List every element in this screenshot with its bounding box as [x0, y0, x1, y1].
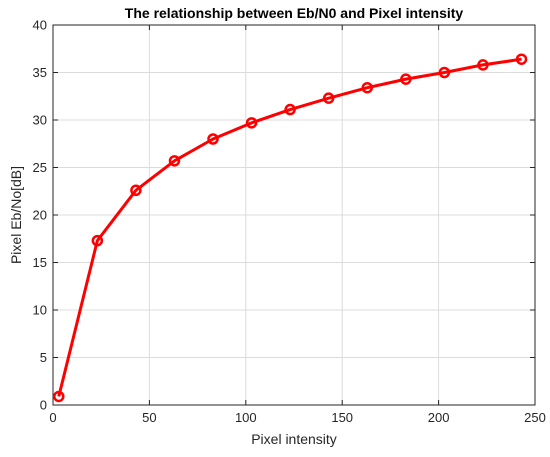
x-axis-label: Pixel intensity — [251, 431, 337, 447]
y-tick-label: 40 — [33, 18, 47, 33]
x-tick-label: 250 — [524, 410, 546, 425]
data-point — [438, 66, 451, 79]
data-point — [130, 184, 142, 197]
y-axis-label: Pixel Eb/No[dB] — [8, 166, 24, 264]
data-point — [245, 117, 258, 129]
y-tick-label: 10 — [33, 303, 47, 318]
grid — [53, 25, 535, 405]
x-tick-label: 150 — [331, 410, 353, 425]
x-tick-label: 200 — [428, 410, 450, 425]
y-tick-label: 25 — [33, 160, 47, 175]
data-point — [207, 133, 219, 145]
chart-title: The relationship between Eb/N0 and Pixel… — [125, 5, 464, 21]
data-point — [361, 81, 374, 94]
y-tick-label: 0 — [40, 398, 47, 413]
data-point — [400, 73, 412, 85]
data-point — [322, 92, 335, 104]
x-tick-label: 0 — [49, 410, 56, 425]
y-tick-label: 30 — [33, 113, 47, 128]
y-tick-label: 20 — [33, 208, 47, 223]
data-point — [168, 155, 181, 167]
data-point — [284, 103, 296, 116]
series — [53, 53, 528, 403]
data-point — [53, 390, 65, 403]
series-line — [57, 57, 522, 397]
data-point — [515, 53, 528, 65]
x-tick-label: 50 — [142, 410, 156, 425]
y-tick-label: 15 — [33, 255, 47, 270]
x-tick-label: 100 — [235, 410, 257, 425]
data-point — [477, 59, 489, 71]
y-tick-label: 5 — [40, 350, 47, 365]
data-point — [91, 234, 104, 247]
y-tick-label: 35 — [33, 65, 47, 80]
axis-ticks: 0 50 100 150 200 250 0 5 10 15 20 25 30 35 40 — [33, 18, 546, 426]
